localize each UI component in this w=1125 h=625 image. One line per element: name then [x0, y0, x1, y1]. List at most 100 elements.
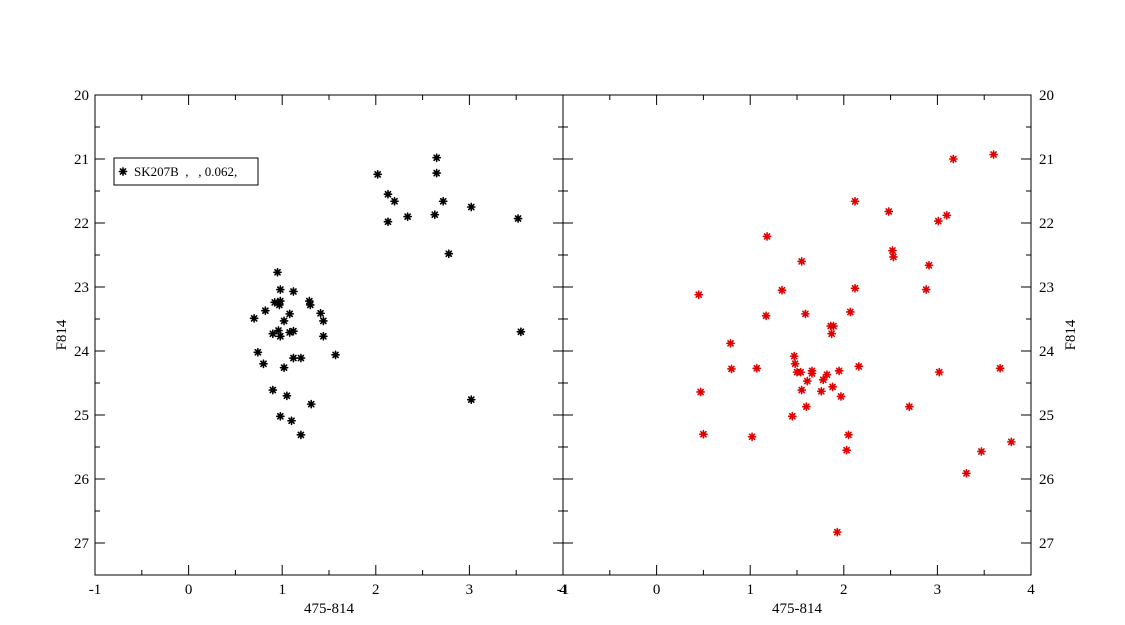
- data-point: [727, 364, 736, 374]
- data-point: [274, 326, 283, 335]
- x-axis-label: 475-814: [772, 601, 822, 617]
- data-point: [373, 169, 383, 179]
- data-point: [752, 363, 762, 373]
- data-point: [834, 366, 844, 376]
- data-point: [818, 375, 828, 385]
- x-tick-label: 2: [372, 582, 380, 598]
- x-axis-label: 475-814: [304, 601, 354, 617]
- data-point: [696, 387, 705, 397]
- x-tick-label: -1: [557, 582, 570, 598]
- data-point: [802, 376, 812, 386]
- data-point: [259, 359, 268, 369]
- data-point: [761, 311, 771, 321]
- data-point: [934, 367, 944, 377]
- data-point: [287, 416, 296, 426]
- data-point: [513, 214, 523, 223]
- data-point: [279, 363, 289, 373]
- y-tick-label: 25: [1039, 408, 1054, 424]
- data-point: [285, 328, 295, 337]
- y-tick-label: 26: [74, 472, 90, 488]
- data-point: [466, 202, 476, 212]
- data-point: [995, 363, 1005, 373]
- data-point: [836, 392, 846, 401]
- data-point: [289, 326, 298, 336]
- data-point: [273, 267, 282, 277]
- y-tick-label: 23: [1039, 280, 1054, 296]
- data-point: [850, 196, 860, 206]
- data-point: [285, 309, 295, 319]
- data-point: [921, 285, 931, 294]
- data-point: [444, 249, 454, 259]
- data-point: [268, 385, 278, 395]
- data-point: [383, 189, 393, 199]
- data-point: [331, 350, 340, 360]
- data-point: [842, 445, 852, 455]
- data-point: [306, 399, 316, 409]
- data-point: [305, 300, 315, 310]
- x-tick-label: 0: [185, 582, 193, 598]
- data-point: [816, 386, 826, 396]
- data-point: [854, 361, 864, 371]
- data-point: [279, 316, 289, 326]
- data-point: [797, 257, 807, 266]
- data-point: [268, 329, 278, 339]
- data-point: [275, 285, 285, 294]
- data-point: [270, 297, 280, 307]
- legend-label: SK207B , , 0.062,: [134, 164, 237, 179]
- data-point: [318, 316, 328, 326]
- data-point: [844, 430, 853, 440]
- data-point: [466, 395, 476, 405]
- data-point: [275, 296, 285, 306]
- data-point: [884, 207, 894, 216]
- data-point: [318, 331, 328, 341]
- data-point: [850, 283, 860, 293]
- y-tick-label: 27: [74, 536, 90, 552]
- data-point: [807, 369, 817, 378]
- data-point: [274, 300, 284, 310]
- y-tick-label: 20: [1039, 88, 1054, 104]
- data-point: [762, 232, 772, 241]
- data-point: [845, 307, 855, 317]
- y-tick-label: 23: [74, 280, 89, 296]
- data-point: [296, 430, 306, 440]
- y-tick-label: 21: [1039, 152, 1054, 168]
- legend-box: [113, 157, 259, 186]
- data-point: [801, 402, 811, 412]
- data-point: [289, 287, 298, 296]
- legend-marker: [118, 167, 128, 176]
- data-point: [304, 296, 314, 306]
- plot-frame: [562, 94, 1032, 576]
- data-point: [796, 367, 806, 377]
- data-point: [282, 391, 292, 401]
- data-point: [275, 411, 285, 421]
- x-tick-label: 4: [1027, 582, 1035, 598]
- y-axis-label: F814: [54, 319, 70, 350]
- data-point: [827, 329, 837, 339]
- data-point: [253, 347, 263, 357]
- data-point: [801, 309, 810, 319]
- data-point: [989, 150, 998, 159]
- data-point: [829, 321, 838, 331]
- y-tick-label: 25: [74, 408, 89, 424]
- data-point: [797, 385, 807, 395]
- data-point: [289, 353, 298, 363]
- data-point: [316, 308, 325, 318]
- data-point: [787, 411, 797, 421]
- data-point: [726, 338, 735, 348]
- left-panel: -1 0 1 2 3 42021222324252627475-814F814SK207B…: [54, 88, 567, 617]
- data-point: [832, 527, 842, 537]
- x-tick-label: 0: [653, 582, 661, 598]
- y-tick-label: 26: [1039, 472, 1055, 488]
- data-point: [383, 217, 393, 227]
- data-point: [275, 331, 285, 341]
- data-point: [924, 260, 934, 270]
- data-point: [260, 306, 270, 316]
- data-point: [822, 370, 832, 380]
- data-point: [516, 327, 526, 337]
- data-point: [933, 216, 943, 226]
- data-point: [432, 153, 442, 163]
- y-axis-label: F814: [1063, 319, 1079, 350]
- data-point: [390, 196, 399, 206]
